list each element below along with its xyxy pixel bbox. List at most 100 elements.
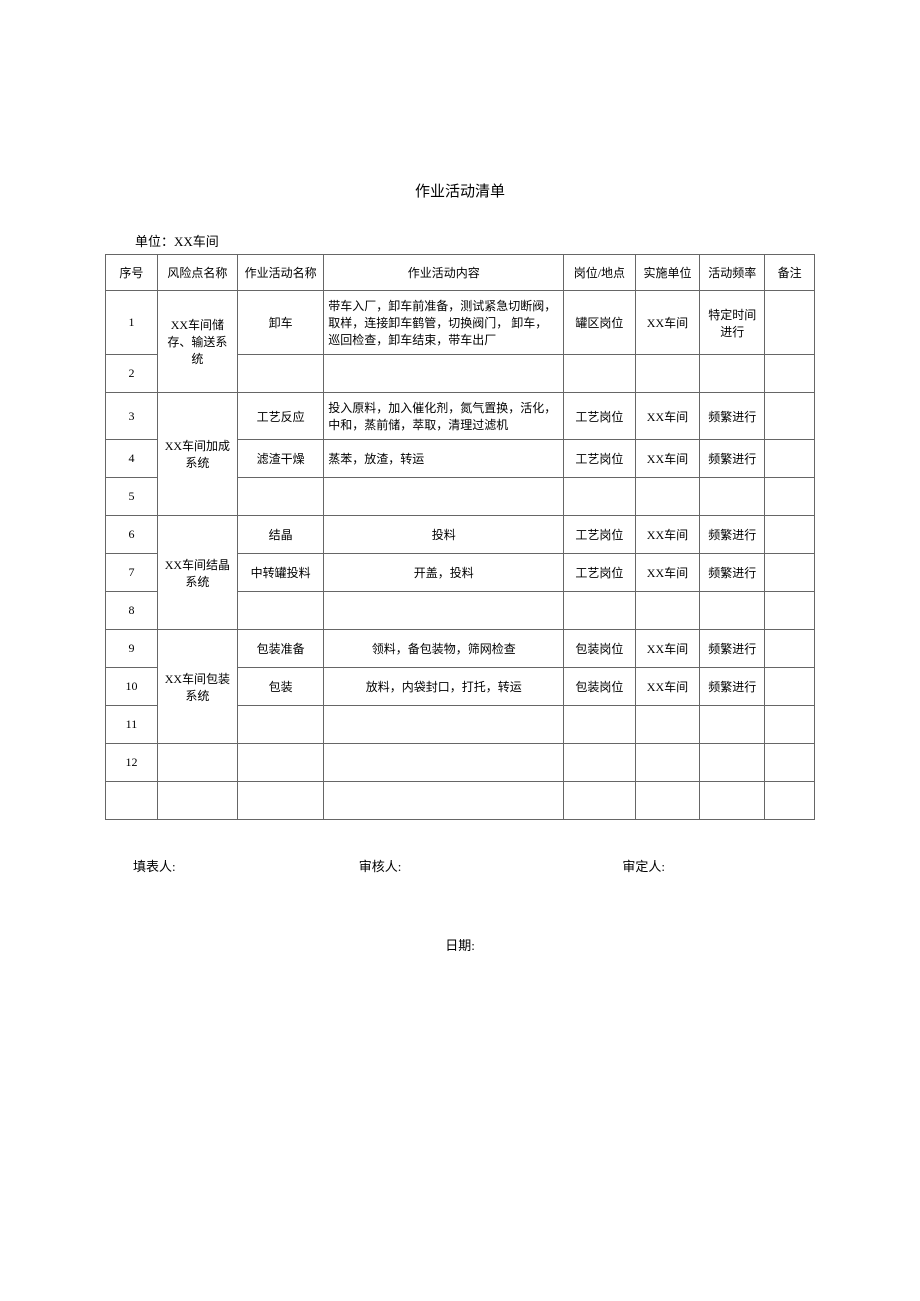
cell-post [564, 478, 635, 516]
cell-seq: 8 [106, 592, 158, 630]
col-header-seq: 序号 [106, 255, 158, 291]
cell-unit: XX车间 [635, 291, 700, 355]
date-label: 日期: [105, 935, 815, 954]
cell-activity [237, 744, 323, 782]
approver-label: 审定人: [462, 856, 787, 875]
reviewer-label: 审核人: [298, 856, 463, 875]
cell-seq: 7 [106, 554, 158, 592]
cell-remark [765, 516, 815, 554]
cell-freq: 特定时间进行 [700, 291, 765, 355]
cell-freq [700, 706, 765, 744]
col-header-content: 作业活动内容 [324, 255, 564, 291]
cell-freq: 频繁进行 [700, 516, 765, 554]
cell-unit: XX车间 [635, 554, 700, 592]
cell-content [324, 478, 564, 516]
cell-activity [237, 478, 323, 516]
cell-freq [700, 744, 765, 782]
cell-remark [765, 592, 815, 630]
cell-content: 带车入厂，卸车前准备，测试紧急切断阀，取样，连接卸车鹤管，切换阀门， 卸车，巡回… [324, 291, 564, 355]
cell-unit [635, 706, 700, 744]
cell-freq [700, 592, 765, 630]
activity-table: 序号 风险点名称 作业活动名称 作业活动内容 岗位/地点 实施单位 活动频率 备… [105, 254, 815, 820]
cell-seq: 5 [106, 478, 158, 516]
cell-post: 工艺岗位 [564, 554, 635, 592]
cell-remark [765, 355, 815, 393]
cell-risk [157, 782, 237, 820]
cell-freq [700, 355, 765, 393]
col-header-activity: 作业活动名称 [237, 255, 323, 291]
cell-seq: 4 [106, 440, 158, 478]
cell-remark [765, 291, 815, 355]
cell-unit [635, 478, 700, 516]
cell-seq: 6 [106, 516, 158, 554]
cell-content [324, 592, 564, 630]
cell-unit [635, 592, 700, 630]
cell-risk: XX车间包装系统 [157, 630, 237, 744]
cell-risk: XX车间结晶系统 [157, 516, 237, 630]
cell-post [564, 355, 635, 393]
cell-seq: 9 [106, 630, 158, 668]
cell-remark [765, 782, 815, 820]
col-header-risk: 风险点名称 [157, 255, 237, 291]
table-row: 6 XX车间结晶系统 结晶 投料 工艺岗位 XX车间 频繁进行 [106, 516, 815, 554]
cell-activity: 工艺反应 [237, 393, 323, 440]
cell-activity [237, 592, 323, 630]
cell-post: 工艺岗位 [564, 440, 635, 478]
table-row: 3 XX车间加成系统 工艺反应 投入原料，加入催化剂，氮气置换，活化， 中和，蒸… [106, 393, 815, 440]
cell-content [324, 355, 564, 393]
cell-risk: XX车间储存、输送系统 [157, 291, 237, 393]
col-header-post: 岗位/地点 [564, 255, 635, 291]
table-row: 9 XX车间包装系统 包装准备 领料，备包装物，筛网检查 包装岗位 XX车间 频… [106, 630, 815, 668]
cell-freq: 频繁进行 [700, 668, 765, 706]
cell-post: 工艺岗位 [564, 393, 635, 440]
cell-activity: 卸车 [237, 291, 323, 355]
cell-content: 放料，内袋封口，打托，转运 [324, 668, 564, 706]
cell-unit: XX车间 [635, 516, 700, 554]
cell-activity: 包装 [237, 668, 323, 706]
col-header-remark: 备注 [765, 255, 815, 291]
cell-remark [765, 744, 815, 782]
cell-activity: 结晶 [237, 516, 323, 554]
cell-seq: 2 [106, 355, 158, 393]
cell-remark [765, 393, 815, 440]
cell-activity: 中转罐投料 [237, 554, 323, 592]
cell-content: 投入原料，加入催化剂，氮气置换，活化， 中和，蒸前储，萃取，清理过滤机 [324, 393, 564, 440]
cell-remark [765, 630, 815, 668]
cell-activity [237, 706, 323, 744]
cell-remark [765, 440, 815, 478]
cell-freq: 频繁进行 [700, 630, 765, 668]
cell-post [564, 706, 635, 744]
cell-remark [765, 706, 815, 744]
cell-post: 罐区岗位 [564, 291, 635, 355]
cell-unit: XX车间 [635, 440, 700, 478]
cell-activity [237, 782, 323, 820]
cell-content [324, 782, 564, 820]
cell-risk [157, 744, 237, 782]
cell-post: 工艺岗位 [564, 516, 635, 554]
cell-seq: 10 [106, 668, 158, 706]
cell-seq: 1 [106, 291, 158, 355]
cell-seq: 12 [106, 744, 158, 782]
document-title: 作业活动清单 [105, 180, 815, 201]
cell-remark [765, 478, 815, 516]
cell-freq: 频繁进行 [700, 554, 765, 592]
cell-freq [700, 782, 765, 820]
cell-post [564, 782, 635, 820]
cell-unit: XX车间 [635, 630, 700, 668]
col-header-unit: 实施单位 [635, 255, 700, 291]
cell-unit [635, 782, 700, 820]
cell-freq [700, 478, 765, 516]
cell-seq: 11 [106, 706, 158, 744]
cell-remark [765, 554, 815, 592]
cell-post: 包装岗位 [564, 630, 635, 668]
cell-post: 包装岗位 [564, 668, 635, 706]
cell-activity: 滤渣干燥 [237, 440, 323, 478]
cell-content: 蒸苯，放渣，转运 [324, 440, 564, 478]
col-header-freq: 活动频率 [700, 255, 765, 291]
cell-activity [237, 355, 323, 393]
signature-row: 填表人: 审核人: 审定人: [105, 856, 815, 875]
table-header-row: 序号 风险点名称 作业活动名称 作业活动内容 岗位/地点 实施单位 活动频率 备… [106, 255, 815, 291]
cell-unit [635, 355, 700, 393]
cell-unit: XX车间 [635, 393, 700, 440]
cell-activity: 包装准备 [237, 630, 323, 668]
